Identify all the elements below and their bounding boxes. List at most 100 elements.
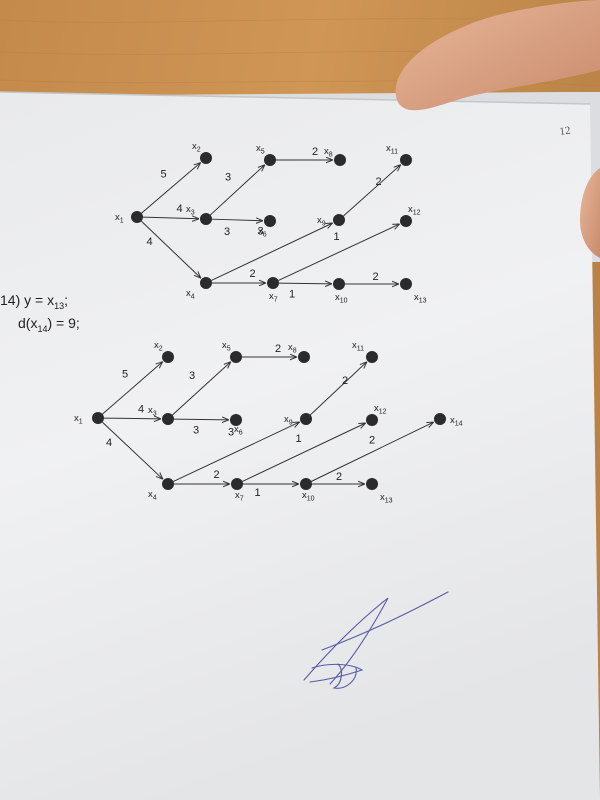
- node-x8: [334, 154, 346, 166]
- edge-weight-x3-x5: 3: [189, 370, 195, 382]
- node-x11: [366, 351, 378, 363]
- edge-weight-x5-x8: 2: [275, 343, 281, 355]
- edge-weight-x3-x6: 3: [193, 425, 199, 437]
- edge-weight-x4-x7: 2: [249, 268, 255, 280]
- edge-weight-x4-x9: 3: [257, 226, 263, 238]
- edge-x1-x3: [142, 217, 199, 219]
- graph-bottom: 5 4 4 3 3 2 2 3 2 1 1 2 2 x1 x2 x3 x4 x5 x6 x7 x8 x9 x10 x11 x12…: [74, 340, 463, 505]
- edge-x10-x14: [311, 422, 433, 482]
- edge-weight-x1-x3: 4: [138, 404, 144, 416]
- formula-line-2-end: ) = 9;: [47, 314, 80, 331]
- node-label-x14: x14: [450, 415, 463, 428]
- edge-weight-x3-x6: 3: [224, 226, 230, 238]
- node-label-x11: x11: [352, 340, 364, 353]
- node-x7: [267, 277, 279, 289]
- node-label-x1: x1: [115, 212, 124, 225]
- edge-x4-x9: [173, 422, 299, 482]
- page-number-mark: 12: [559, 125, 572, 138]
- paper-edge-shadow: [0, 91, 591, 105]
- edge-weight-x7-x12: 1: [295, 433, 301, 445]
- node-label-x3: x3: [148, 405, 157, 418]
- node-label-x5: x5: [222, 340, 231, 353]
- edge-weight-x4-x7: 2: [213, 469, 219, 481]
- node-label-x13: x13: [414, 292, 427, 305]
- node-label-x7: x7: [269, 291, 278, 304]
- edge-weight-x9-x11: 2: [375, 176, 381, 188]
- node-label-x8: x8: [288, 342, 297, 355]
- node-label-x6: x6: [258, 226, 267, 239]
- node-label-x8: x8: [324, 146, 333, 159]
- edge-x1-x3: [103, 418, 161, 419]
- edge-x1-x2: [102, 362, 163, 415]
- edge-weight-x9-x11: 2: [342, 375, 348, 387]
- node-label-x4: x4: [148, 489, 157, 502]
- edge-weight-x4-x9: 3: [228, 427, 234, 439]
- node-x2: [200, 152, 212, 164]
- node-x5: [230, 351, 242, 363]
- node-label-x9: x9: [284, 414, 293, 427]
- edge-weight-x10-x13: 2: [336, 471, 342, 483]
- formula-line-2-text: d(x: [18, 314, 38, 331]
- node-x11: [400, 154, 412, 166]
- node-x4: [200, 277, 212, 289]
- node-x14: [434, 413, 446, 425]
- graph-top: 5 4 4 3 3 2 2 3 2 1 1 2 x1 x2 x3 x4 x5 x6 x7 x8 x9 x10 x11 x12 x…: [115, 141, 427, 305]
- node-label-x4: x4: [186, 288, 195, 301]
- edge-x1-x2: [141, 163, 201, 214]
- node-label-x7: x7: [235, 490, 244, 503]
- node-x10: [300, 478, 312, 490]
- edge-x7-x10: [278, 283, 332, 284]
- edge-weight-x7-x10: 1: [289, 289, 295, 301]
- node-label-x2: x2: [192, 141, 201, 154]
- node-label-x13: x13: [380, 492, 393, 505]
- formula-line-1-end: ;: [64, 292, 68, 308]
- node-label-x1: x1: [74, 413, 83, 426]
- node-x9: [333, 214, 345, 226]
- edge-weight-x7-x12: 1: [333, 231, 339, 243]
- node-label-x2: x2: [154, 340, 163, 353]
- formula-line-1-sub: 13: [54, 300, 65, 311]
- edge-weight-x1-x4: 4: [146, 236, 152, 248]
- paper-sheet: [0, 92, 600, 800]
- edge-weight-x1-x2: 5: [160, 169, 166, 181]
- edge-x1-x4: [102, 421, 163, 479]
- node-x13: [366, 478, 378, 490]
- edge-weight-x5-x8: 2: [312, 146, 318, 158]
- node-x2: [162, 351, 174, 363]
- handwritten-signature: [303, 591, 449, 689]
- edge-weight-x3-x5: 3: [225, 172, 231, 184]
- formula-line-2-sub: 14: [37, 323, 48, 334]
- edge-weight-x1-x3: 4: [176, 203, 182, 215]
- node-x3: [162, 413, 174, 425]
- edge-x1-x4: [140, 220, 201, 278]
- edge-x9-x11: [310, 362, 367, 416]
- edge-x3-x5: [210, 165, 264, 216]
- node-x12: [400, 215, 412, 227]
- formula-line-2: d(x14) = 9;: [0, 315, 140, 338]
- edge-x7-x12: [278, 224, 399, 281]
- edge-x7-x12: [242, 423, 365, 482]
- formula-line-1-text: 14) y = x: [0, 292, 55, 308]
- formula-line-1: 14) y = x13;: [0, 292, 140, 315]
- node-x5: [264, 154, 276, 166]
- edge-x3-x6: [211, 219, 263, 221]
- node-x12: [366, 414, 378, 426]
- node-label-x10: x10: [302, 490, 315, 503]
- node-label-x6: x6: [234, 424, 243, 437]
- answer-formula: 14) y = x13; d(x14) = 9;: [0, 292, 140, 338]
- node-label-x12: x12: [408, 204, 421, 217]
- node-x1: [131, 211, 143, 223]
- node-label-x10: x10: [335, 292, 348, 305]
- node-label-x5: x5: [256, 143, 265, 156]
- node-x1: [92, 412, 104, 424]
- hand-finger-top: [395, 0, 600, 111]
- edge-weight-x10-x14: 2: [369, 435, 375, 447]
- edge-weight-x1-x2: 5: [122, 369, 128, 381]
- edge-weight-x7-x10: 1: [254, 487, 260, 499]
- node-x10: [333, 278, 345, 290]
- node-label-x9: x9: [317, 215, 326, 228]
- node-x6: [264, 215, 276, 227]
- node-x7: [231, 478, 243, 490]
- edge-weight-x10-x13: 2: [372, 271, 378, 283]
